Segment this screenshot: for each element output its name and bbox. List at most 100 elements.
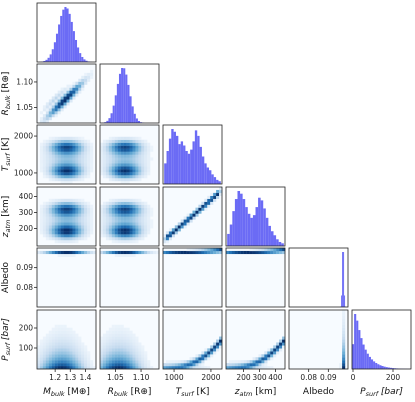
density-cell bbox=[117, 201, 121, 205]
density-cell bbox=[147, 160, 151, 164]
density-cell bbox=[240, 360, 244, 364]
density-cell bbox=[69, 154, 73, 158]
density-cell bbox=[123, 231, 127, 235]
density-cell bbox=[144, 172, 148, 176]
density-cell bbox=[51, 105, 55, 109]
density-cell bbox=[111, 151, 115, 155]
hist-bar-tsurf-4 bbox=[173, 131, 176, 184]
density-cell bbox=[84, 142, 88, 146]
density-cell bbox=[120, 198, 124, 202]
hist-bar-zatm-7 bbox=[245, 207, 248, 246]
density-cell bbox=[57, 108, 61, 112]
density-cell bbox=[111, 204, 115, 208]
density-cell bbox=[129, 336, 133, 340]
density-cell bbox=[78, 84, 82, 88]
density-cell bbox=[111, 219, 115, 223]
density-cell bbox=[120, 348, 124, 352]
hist-bar-rbulk-9 bbox=[118, 73, 122, 123]
density-cell bbox=[132, 237, 136, 241]
density-cell bbox=[105, 166, 109, 170]
density-cell bbox=[102, 333, 107, 337]
density-cell bbox=[60, 225, 64, 229]
density-cell bbox=[78, 348, 82, 352]
density-cell bbox=[138, 225, 142, 229]
density-cell bbox=[57, 198, 61, 202]
density-cell bbox=[42, 354, 46, 358]
density-cell bbox=[195, 210, 199, 214]
density-cell bbox=[84, 148, 88, 152]
density-cell bbox=[114, 253, 118, 257]
density-cell bbox=[37, 354, 41, 358]
density-cell bbox=[126, 178, 130, 182]
density-cell bbox=[66, 351, 70, 355]
density-cell bbox=[189, 360, 193, 364]
density-cell bbox=[114, 330, 118, 334]
density-cell bbox=[102, 166, 107, 170]
density-cell bbox=[249, 360, 253, 364]
density-cell bbox=[51, 222, 55, 226]
density-cell bbox=[37, 351, 41, 355]
density-cell bbox=[126, 145, 130, 149]
density-cell bbox=[126, 154, 130, 158]
density-cell bbox=[84, 72, 88, 76]
density-cell bbox=[111, 163, 115, 167]
density-cell bbox=[132, 148, 136, 152]
density-cell bbox=[42, 234, 46, 238]
density-cell bbox=[186, 363, 190, 367]
density-cell bbox=[39, 345, 44, 349]
density-cell bbox=[163, 237, 167, 241]
density-cell bbox=[111, 198, 115, 202]
joint-frame-rbulk-psurf bbox=[99, 309, 160, 370]
density-cell bbox=[144, 225, 148, 229]
density-cell bbox=[72, 231, 76, 235]
density-cell bbox=[66, 157, 70, 161]
hist-bar-psurf-9 bbox=[370, 359, 374, 369]
density-cell bbox=[37, 345, 41, 349]
density-cell bbox=[120, 354, 124, 358]
density-cell bbox=[37, 357, 41, 361]
density-cell bbox=[48, 216, 52, 220]
density-cell bbox=[66, 172, 70, 176]
density-cell bbox=[42, 222, 46, 226]
density-cell bbox=[117, 327, 121, 331]
density-cell bbox=[138, 357, 142, 361]
density-cell bbox=[189, 366, 193, 370]
density-cell bbox=[195, 207, 199, 211]
density-cell bbox=[100, 366, 104, 370]
density-cell bbox=[156, 250, 160, 255]
density-cell bbox=[45, 207, 49, 211]
density-cell bbox=[120, 333, 124, 337]
density-cell bbox=[111, 360, 115, 364]
density-cell bbox=[186, 222, 190, 226]
density-cell bbox=[69, 351, 73, 355]
density-cell bbox=[138, 160, 142, 164]
density-cell bbox=[42, 151, 46, 155]
density-cell bbox=[123, 345, 127, 349]
density-cell bbox=[123, 366, 127, 370]
density-cell bbox=[48, 336, 52, 340]
density-cell bbox=[135, 234, 139, 238]
density-cell bbox=[264, 357, 268, 361]
density-cell bbox=[147, 231, 151, 235]
density-cell bbox=[132, 207, 136, 211]
density-cell bbox=[141, 169, 145, 173]
density-cell bbox=[57, 157, 61, 161]
density-cell bbox=[114, 234, 118, 238]
density-cell bbox=[192, 366, 196, 370]
density-cell bbox=[264, 351, 268, 355]
density-cell bbox=[147, 228, 151, 232]
density-cell bbox=[48, 139, 52, 143]
density-cell bbox=[54, 210, 58, 214]
density-cell bbox=[75, 142, 79, 146]
diag-frame-albedo bbox=[288, 247, 349, 308]
density-cell bbox=[60, 351, 64, 355]
density-cell bbox=[69, 181, 73, 185]
density-cell bbox=[48, 228, 52, 232]
density-cell bbox=[69, 175, 73, 179]
density-cell bbox=[45, 117, 49, 121]
density-cell bbox=[108, 228, 112, 232]
density-cell bbox=[87, 213, 91, 217]
density-cell bbox=[39, 154, 44, 158]
density-cell bbox=[120, 357, 124, 361]
